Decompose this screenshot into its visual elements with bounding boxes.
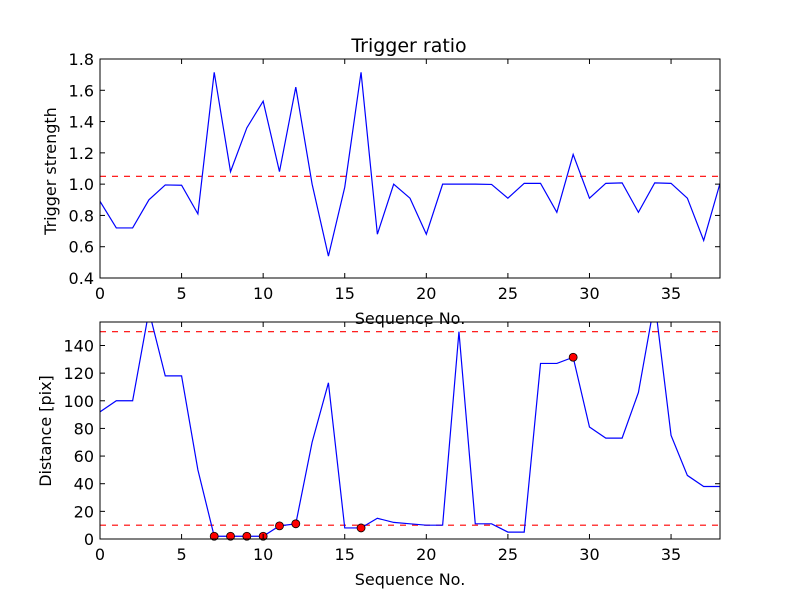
bottom-x-axis-label: Sequence No. [355,570,466,589]
top-y-axis-label: Trigger strength [41,107,60,236]
x-tick-label: 25 [498,545,518,564]
y-tick-label: 100 [63,392,94,411]
x-tick-label: 35 [661,284,681,303]
y-tick-label: 60 [74,447,94,466]
x-tick-label: 5 [176,545,186,564]
x-tick-label: 30 [579,284,599,303]
data-point-marker [356,523,366,533]
distance-panel: 0 5 10 15 20 25 30 35 0 20 40 60 80 100 120 140 Sequence… [36,321,721,589]
y-tick-label: 140 [63,336,94,355]
y-tick-label: 40 [74,475,94,494]
x-tick-label: 10 [253,545,273,564]
bottom-y-axis-label: Distance [pix] [36,375,55,487]
x-tick-label: 20 [416,284,436,303]
y-tick-label: 1.4 [69,113,94,132]
axes-frame [99,321,721,540]
data-point-marker [209,531,219,541]
x-tick-label: 15 [335,545,355,564]
y-tick-label: 0.8 [69,206,94,225]
axes-frame [99,58,721,279]
x-tick-label: 0 [95,545,105,564]
data-point-marker [291,519,301,529]
series-line [100,72,720,257]
y-tick-label: 1.0 [69,175,94,194]
chart-title: Trigger ratio [350,35,466,57]
y-tick-label: 1.8 [69,50,94,69]
data-point-marker [275,521,284,531]
plot-area-0 [100,72,720,257]
y-tick-label: 0 [84,530,94,549]
y-tick-label: 0.6 [69,238,94,257]
x-tick-label: 35 [661,545,681,564]
x-tick-label: 30 [579,545,599,564]
plot-area-1 [100,322,720,537]
x-tick-label: 20 [416,545,436,564]
x-tick-label: 25 [498,284,518,303]
y-tick-label: 80 [74,419,94,438]
y-tick-label: 1.2 [69,144,94,163]
data-point-marker [568,352,578,362]
top-x-axis-label: Sequence No. [355,309,466,328]
y-tick-label: 120 [63,364,94,383]
x-tick-label: 10 [253,284,273,303]
y-tick-label: 1.6 [69,81,94,100]
trigger-ratio-panel: 0 5 10 15 20 25 30 35 0.4 0.6 0.8 1.0 1.2 1.4 1.6 1.8 Tr… [41,35,721,328]
data-point-marker [242,531,252,541]
y-tick-label: 20 [74,502,94,521]
y-tick-label: 0.4 [69,269,94,288]
data-point-marker [226,531,235,541]
series-line [100,322,720,537]
x-tick-label: 0 [95,284,105,303]
x-tick-label: 15 [335,284,355,303]
x-tick-label: 5 [176,284,186,303]
